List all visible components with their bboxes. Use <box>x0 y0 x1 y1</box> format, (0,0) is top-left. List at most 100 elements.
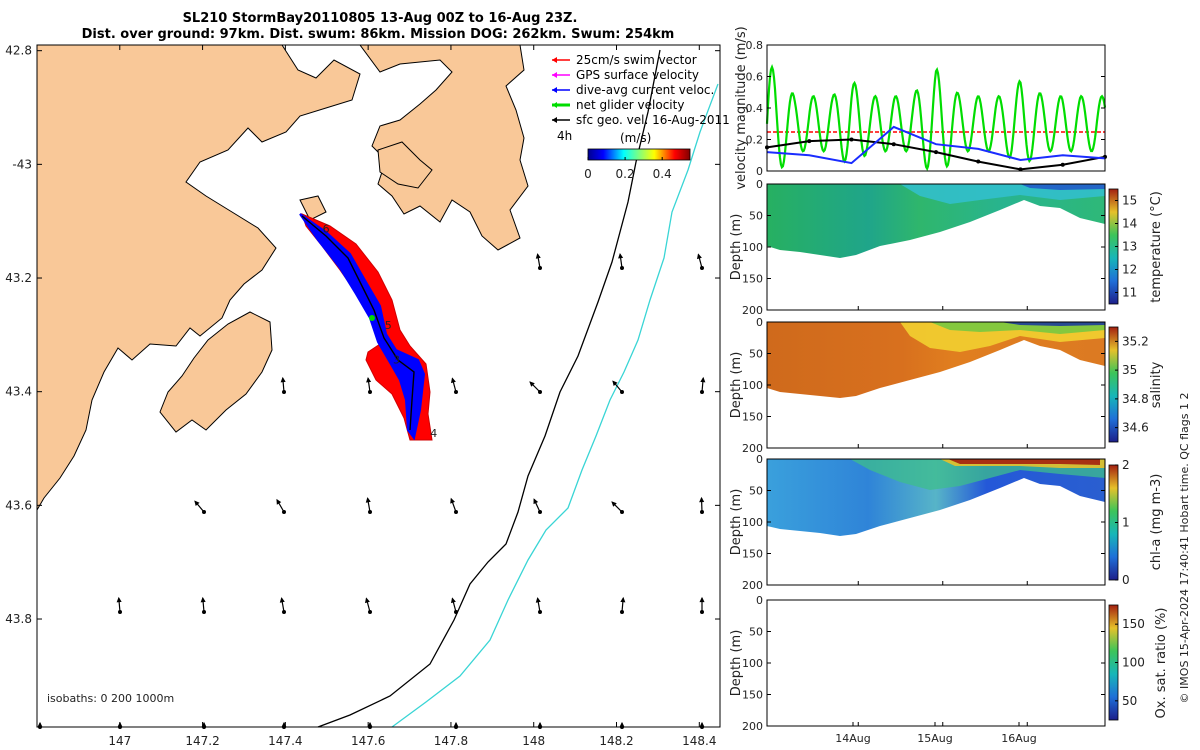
chla-surface-red <box>948 459 1100 465</box>
geo-arrow-head <box>620 596 626 603</box>
geo-arrow-base <box>620 390 624 394</box>
dive-avg-icon-head <box>552 87 557 93</box>
temperature-ytick-label: 100 <box>742 241 763 254</box>
salinity-cb-label: 34.6 <box>1122 421 1149 435</box>
salinity-axes: 0 50 100 150 200 <box>742 316 1105 455</box>
geo-arrow-head <box>276 498 282 505</box>
legend-label: GPS surface velocity <box>576 68 699 82</box>
track-labels: 6 5 3 4 <box>323 223 438 441</box>
salinity-ylabel: Depth (m) <box>729 352 744 419</box>
oxsat-cb-label: 150 <box>1122 617 1145 631</box>
oxsat-ytick-label: 100 <box>742 657 763 670</box>
geo-arrow-head <box>533 498 539 505</box>
salinity-panel: 0 50 100 150 200 Depth (m) 35.2 35 34.8 34.6 sa… <box>729 316 1164 455</box>
oxsat-ytick-label: 150 <box>742 689 763 702</box>
oxsat-ylabel: Depth (m) <box>729 630 744 697</box>
land-island <box>299 195 327 221</box>
isobath-note: isobaths: 0 200 1000m <box>47 692 174 705</box>
map-lon-label: 148.2 <box>599 734 633 748</box>
salinity-colorbar <box>1108 326 1119 443</box>
salinity-ytick-label: 100 <box>742 379 763 392</box>
temperature-ytick-label: 0 <box>756 178 763 191</box>
track-label: 5 <box>385 319 392 332</box>
sfc-geo-point <box>807 139 812 144</box>
map-lon-label: 147 <box>108 734 131 748</box>
oxsat-cb-label: Ox. sat. ratio (%) <box>1154 608 1169 719</box>
chla-ytick-label: 0 <box>756 453 763 466</box>
track-label: 6 <box>323 223 330 236</box>
geo-arrow-head <box>450 377 456 384</box>
geo-arrow-base <box>538 266 542 270</box>
imos-side-note: © IMOS 15-Apr-2024 17:40:41 Hobart time.… <box>1178 393 1191 704</box>
chla-ytick-label: 200 <box>742 579 763 592</box>
velocity-series <box>765 64 1107 172</box>
geo-arrow-base <box>282 390 286 394</box>
track-label: 3 <box>393 353 400 366</box>
geo-arrow-head <box>612 380 618 387</box>
geo-arrow-head <box>618 252 624 259</box>
speed-colorbar-label: (m/s) <box>620 131 651 145</box>
temperature-axes: 0 50 100 150 200 <box>742 178 1105 317</box>
land-peninsula <box>377 141 433 189</box>
legend-label: sfc geo. vel. 16-Aug-2011 <box>576 113 730 127</box>
green-start-marker <box>369 315 375 321</box>
dive-avg-line <box>766 125 1106 165</box>
geo-arrow-head <box>365 497 371 503</box>
geo-arrow-head <box>535 253 541 259</box>
sfc-geo-point <box>1060 162 1065 167</box>
chla-cb-label: 1 <box>1122 516 1130 530</box>
geo-arrow-head <box>364 597 370 604</box>
geo-arrow-base <box>368 390 372 394</box>
geo-arrow-head <box>699 496 705 503</box>
velocity-axes: 0 0.2 0.4 0.6 0.8 <box>746 39 1105 178</box>
geo-arrow-base <box>620 510 624 514</box>
geo-arrow-base <box>368 610 372 614</box>
geo-arrow-head <box>366 376 372 383</box>
chla-ytick-label: 100 <box>742 516 763 529</box>
speed-cb-label: 0.4 <box>653 167 672 181</box>
salinity-ytick-label: 200 <box>742 442 763 455</box>
temperature-cb-label: 12 <box>1122 263 1137 277</box>
geo-arrow-head <box>696 253 702 260</box>
oxsat-ytick-label: 50 <box>749 626 763 639</box>
sfc-geo-point <box>934 150 938 155</box>
temperature-cb-label: 14 <box>1122 217 1137 231</box>
geo-arrow-base <box>202 610 206 614</box>
geo-arrow-base <box>118 610 122 614</box>
speed-cb-label: 0 <box>584 167 592 181</box>
temperature-ylabel: Depth (m) <box>729 214 744 281</box>
oxsat-frame <box>766 599 1106 727</box>
time-tick-label: 16Aug <box>1001 732 1036 745</box>
geo-arrow-head <box>194 500 200 507</box>
geo-arrow-head <box>529 381 535 387</box>
temperature-field <box>767 184 1105 258</box>
geo-arrow-base <box>282 610 286 614</box>
map-lon-label: 148 <box>522 734 545 748</box>
geo-arrow-head <box>611 501 617 507</box>
land-northeast <box>359 45 529 251</box>
salinity-cb-label: 34.8 <box>1122 392 1149 406</box>
isobath-1000m <box>391 83 719 728</box>
temperature-cb-label: 15 <box>1122 194 1137 208</box>
map-frame <box>36 44 721 728</box>
chla-cb-label: chl-a (mg m-3) <box>1149 474 1164 571</box>
vel-ytick-label: 0.2 <box>746 134 764 147</box>
salinity-ytick-label: 150 <box>742 411 763 424</box>
glider-track <box>299 213 433 441</box>
oxsat-cb-label: 50 <box>1122 694 1137 708</box>
oxsat-axes: 0 50 100 150 200 <box>742 594 1105 733</box>
oxsat-ytick-label: 0 <box>756 594 763 607</box>
track-label: 4 <box>430 427 437 440</box>
salinity-cb-label: salinity <box>1149 361 1164 408</box>
chla-ylabel: Depth (m) <box>729 489 744 556</box>
temperature-colorbar-ticks: 15 14 13 12 11 <box>1115 194 1137 300</box>
chla-ytick-label: 150 <box>742 548 763 561</box>
geo-arrow-head <box>450 497 455 504</box>
geo-arrow-base <box>368 510 372 514</box>
geo-arrow-base <box>454 510 458 514</box>
geo-arrow-base <box>620 610 624 614</box>
oxsat-panel: 0 50 100 150 200 Depth (m) 150 100 50 Ox. sat.… <box>729 594 1169 745</box>
map-lon-label: 147.6 <box>351 734 385 748</box>
salinity-cb-label: 35 <box>1122 363 1137 377</box>
